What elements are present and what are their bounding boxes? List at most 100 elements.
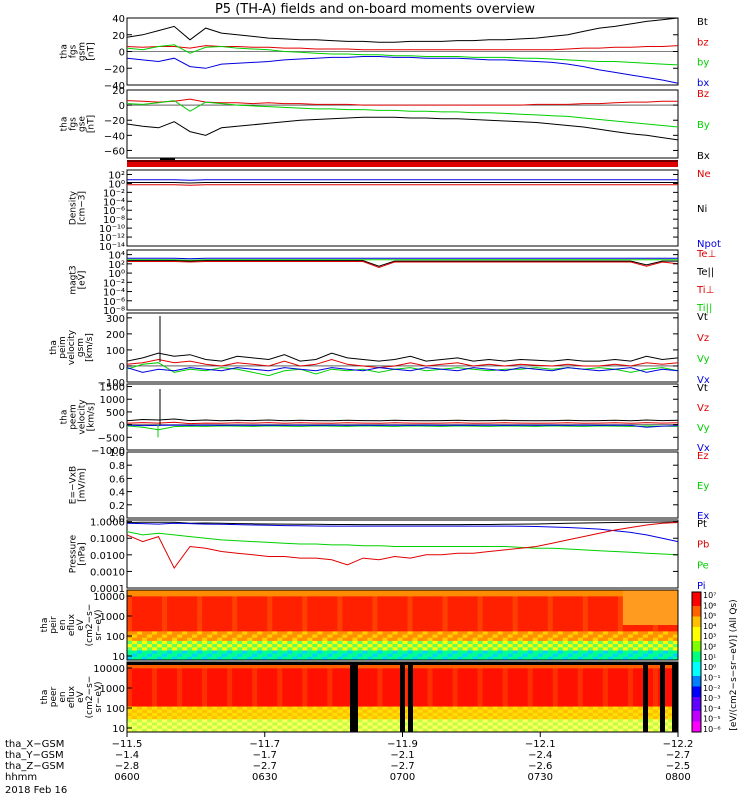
spectrogram-cell: [452, 709, 459, 714]
spectrogram-cell: [507, 615, 514, 620]
spectrogram-cell: [382, 631, 388, 636]
spectrogram-cell: [452, 618, 459, 623]
spectrogram-cell: [482, 650, 489, 655]
spectrogram-cell: [592, 631, 599, 636]
spectrogram-cell: [477, 653, 484, 658]
spectrogram-cell: [422, 640, 429, 645]
spectrogram-cell: [567, 631, 574, 636]
spectrogram-cell: [257, 628, 263, 632]
spectrogram-cell: [617, 681, 624, 685]
spectrogram-cell: [607, 590, 614, 594]
spectrogram-cell: [652, 602, 659, 607]
spectrogram-cell: [472, 656, 479, 661]
spectrogram-cell: [442, 599, 449, 604]
spectrogram-cell: [647, 590, 654, 594]
spectrogram-cell: [262, 637, 268, 642]
spectrogram-cell: [157, 681, 163, 685]
spectrogram-cell: [392, 674, 398, 679]
spectrogram-cell: [522, 725, 529, 730]
spectrogram-cell: [322, 671, 328, 676]
spectrogram-cell: [317, 690, 323, 695]
spectrogram-cell: [502, 625, 509, 629]
spectrogram-cell: [422, 618, 429, 623]
spectrogram-cell: [587, 628, 594, 632]
spectrogram-cell: [567, 722, 574, 727]
spectrogram-cell: [147, 596, 153, 601]
spectrogram-cell: [537, 615, 544, 620]
spectrogram-cell: [632, 681, 639, 685]
spectrogram-cell: [297, 650, 303, 655]
spectrogram-cell: [607, 618, 614, 623]
spectrogram-cell: [222, 653, 228, 658]
spectrogram-cell: [127, 653, 133, 658]
spectrogram-cell: [537, 612, 544, 616]
spectrogram-cell: [472, 697, 479, 701]
spectrogram-cell: [617, 637, 624, 642]
spectrogram-cell: [252, 596, 258, 601]
spectrogram-cell: [637, 621, 644, 626]
spectrogram-cell: [542, 687, 549, 692]
spectrogram-cell: [517, 609, 524, 613]
spectrogram-cell: [417, 625, 424, 629]
spectrogram-cell: [142, 615, 148, 620]
spectrogram-cell: [447, 709, 454, 714]
spectrogram-cell: [587, 609, 594, 613]
spectrogram-cell: [127, 712, 133, 717]
spectrogram-cell: [262, 690, 268, 695]
spectrogram-cell: [357, 677, 363, 682]
spectrogram-cell: [252, 618, 258, 623]
spectrogram-cell: [352, 625, 358, 629]
spectrogram-cell: [137, 671, 143, 676]
panel-frame: [126, 89, 679, 159]
spectrogram-cell: [642, 656, 649, 661]
spectrogram-cell: [242, 684, 248, 688]
spectrogram-cell: [197, 716, 203, 720]
spectrogram-cell: [652, 640, 659, 645]
spectrogram-cell: [547, 615, 554, 620]
spectrogram-cell: [242, 653, 248, 658]
series-line-green: [126, 531, 679, 556]
spectrogram-cell: [462, 674, 469, 679]
spectrogram-cell: [452, 628, 459, 632]
spectrogram-cell: [302, 687, 308, 692]
spectrogram-cell: [252, 693, 258, 698]
spectrogram-cell: [662, 637, 669, 642]
legend-entry: Ti||: [696, 303, 712, 314]
spectrogram-cell: [657, 656, 664, 661]
spectrogram-cell: [227, 596, 233, 601]
spectrogram-cell: [307, 725, 313, 730]
spectrogram-cell: [327, 634, 333, 639]
spectrogram-cell: [457, 665, 464, 669]
spectrogram-cell: [562, 653, 569, 658]
spectrogram-cell: [432, 621, 439, 626]
spectrogram-cell: [622, 665, 629, 669]
spectrogram-cell: [637, 681, 644, 685]
spectrogram-cell: [502, 677, 509, 682]
spectrogram-cell: [612, 706, 619, 711]
spectrogram-cell: [167, 618, 173, 623]
spectrogram-cell: [497, 621, 504, 626]
spectrogram-cell: [167, 728, 173, 733]
spectrogram-cell: [147, 697, 153, 701]
spectrogram-cell: [207, 621, 213, 626]
spectrogram-cell: [197, 687, 203, 692]
spectrogram-cell: [152, 612, 158, 616]
spectrogram-cell: [657, 615, 664, 620]
spectrogram-cell: [532, 625, 539, 629]
spectrogram-cell: [417, 674, 424, 679]
spectrogram-cell: [222, 674, 228, 679]
spectrogram-cell: [542, 677, 549, 682]
spectrogram-cell: [577, 716, 584, 720]
spectrogram-cell: [252, 625, 258, 629]
spectrogram-cell: [537, 656, 544, 661]
spectrogram-cell: [137, 612, 143, 616]
spectrogram-cell: [497, 725, 504, 730]
spectrogram-cell: [547, 637, 554, 642]
spectrogram-cell: [537, 640, 544, 645]
spectrogram-cell: [247, 700, 253, 704]
spectrogram-cell: [492, 605, 499, 610]
legend-entry: Bz: [697, 89, 709, 100]
spectrogram-cell: [172, 681, 178, 685]
spectrogram-cell: [157, 722, 163, 727]
spectrogram-cell: [252, 716, 258, 720]
